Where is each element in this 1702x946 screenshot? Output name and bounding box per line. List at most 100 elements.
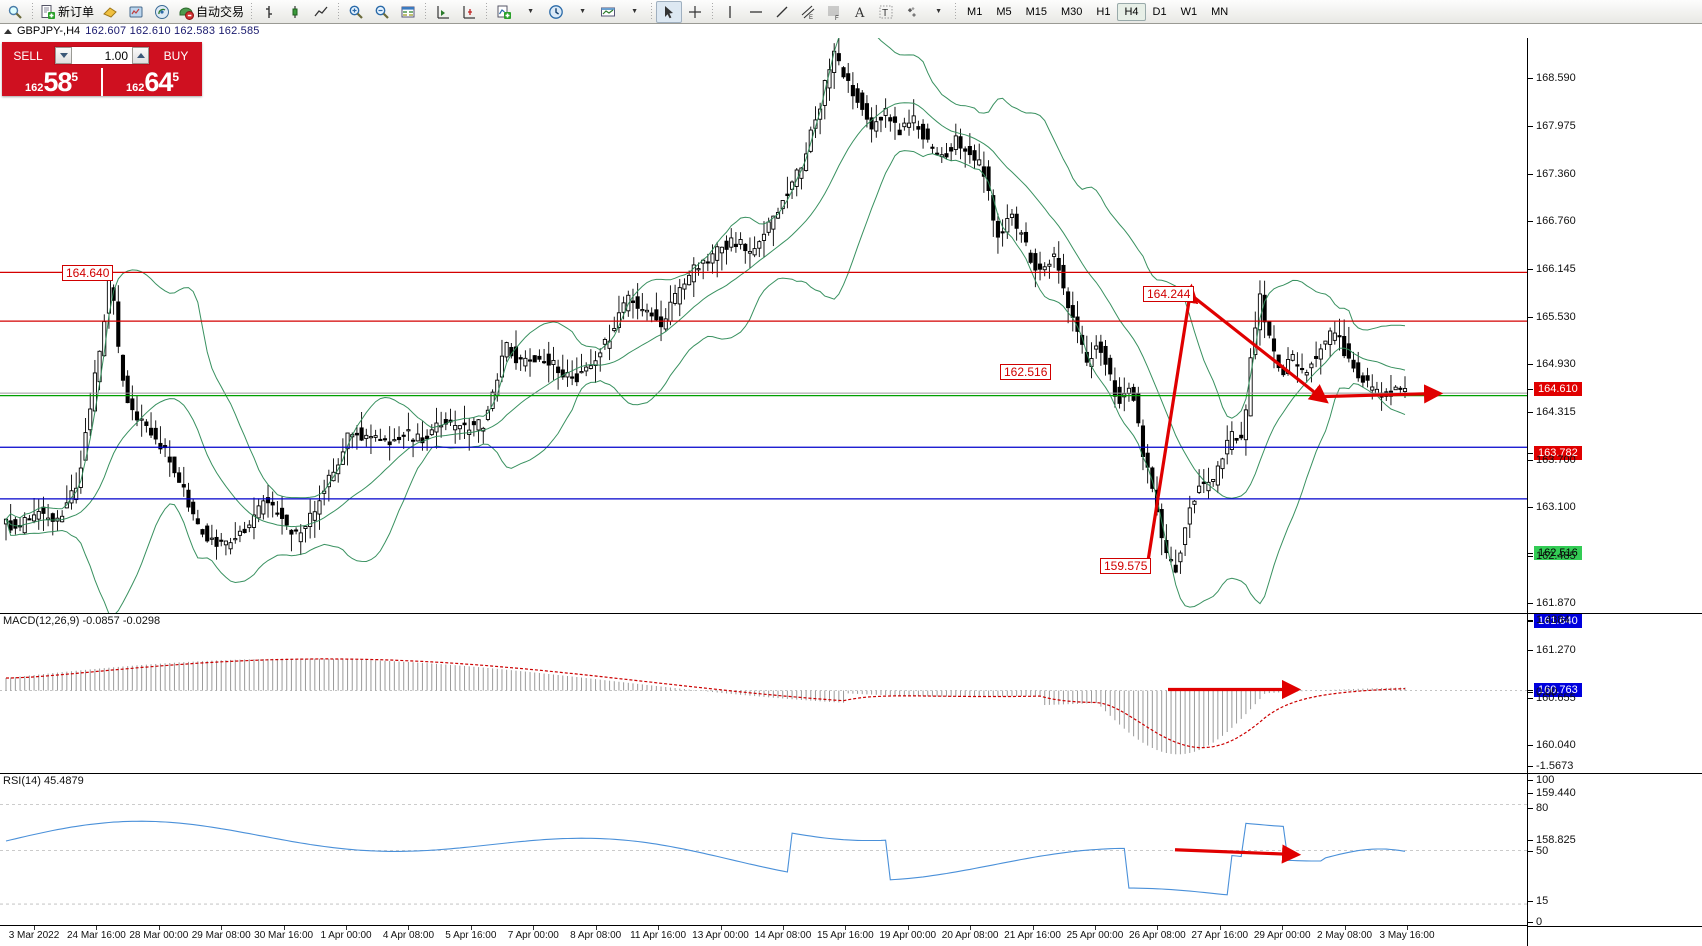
shapes-dropdown-icon[interactable]: ▼ [935,8,942,15]
time-axis-label: 27 Apr 16:00 [1191,930,1249,941]
crosshair-icon[interactable] [682,1,708,23]
price-annotation[interactable]: 159.575 [1100,558,1152,574]
timeframe-d1[interactable]: D1 [1152,5,1167,18]
axis-label: 162.485 [1536,550,1576,562]
line-chart-icon[interactable] [308,1,334,23]
axis-label: 160.655 [1536,692,1576,704]
text-label-icon[interactable]: T [873,1,899,23]
shapes-icon[interactable] [899,1,925,23]
svg-text:T: T [882,8,888,19]
axis-tick [1528,78,1533,79]
toolbar-separator [425,2,427,21]
symbol-name: GBPJPY-,H4 [17,25,81,37]
time-tick [658,926,660,930]
time-axis-label: 13 Apr 00:00 [692,930,749,941]
collapse-triangle-icon[interactable] [4,28,12,34]
timeframe-h4[interactable]: H4 [1117,2,1146,21]
volume-input[interactable]: 1.00 [104,48,128,63]
axis-tick [1528,650,1533,651]
symbol-info-bar: GBPJPY-,H4 162.607 162.610 162.583 162.5… [0,24,1702,38]
axis-label: 80 [1536,802,1549,814]
fibonacci-icon[interactable]: F [821,1,847,23]
timeframe-m5[interactable]: M5 [996,5,1012,18]
time-axis-label: 14 Apr 08:00 [754,930,812,941]
macd-chart-svg [0,658,1527,755]
price-badge: 161.640 [1534,614,1582,628]
timeframe-m30[interactable]: M30 [1061,5,1083,18]
price-chart-svg [0,38,1527,613]
axis-label: 165.530 [1536,311,1576,323]
auto-scroll-icon[interactable] [430,1,456,23]
price-axis[interactable]: 168.590 167.975 167.360 166.760 166.145 165.5… [1527,38,1702,846]
axis-label: 166.145 [1536,263,1576,275]
timeframe-m15[interactable]: M15 [1025,5,1047,18]
autotrading-icon[interactable]: 自动交易 [175,1,247,23]
axis-label: 50 [1536,845,1549,857]
toolbar-separator [32,2,33,21]
axis-tick [1528,553,1533,554]
signals-icon[interactable] [149,1,175,23]
zoom-in-icon[interactable] [343,1,369,23]
period-icon[interactable] [543,1,569,23]
autotrading-label: 自动交易 [196,5,245,19]
timeframe-mn[interactable]: MN [1211,5,1229,18]
chart-gold-icon[interactable] [97,1,123,23]
zoom-out-icon[interactable] [369,1,395,23]
period-dropdown-icon[interactable]: ▼ [579,8,586,15]
text-icon[interactable]: A [847,1,873,23]
macd-axis: 1.4384 0.00 -1.5673 [1527,614,1702,773]
buy-button[interactable]: BUY [163,48,189,63]
macd-plot[interactable] [0,614,1527,773]
time-tick [408,926,410,930]
volume-stepper[interactable]: 1.00 [54,46,150,65]
axis-label: 167.975 [1536,120,1576,132]
timeframe-m1[interactable]: M1 [967,5,983,18]
time-axis-label: 1 Apr 00:00 [320,930,372,941]
price-plot[interactable] [0,38,1527,613]
grid-icon[interactable] [395,1,421,23]
price-annotation[interactable]: 162.516 [1000,364,1052,380]
axis-label: 166.760 [1536,215,1576,227]
volume-increment-button[interactable] [132,47,149,64]
price-annotation[interactable]: 164.640 [62,265,114,281]
axis-label: 15 [1536,895,1549,907]
time-tick [533,926,535,930]
new-order-icon[interactable]: 新订单 [37,1,97,23]
price-pane: 168.590 167.975 167.360 166.760 166.145 165.5… [0,38,1702,846]
sell-button[interactable]: SELL [13,48,43,63]
svg-text:E: E [809,15,813,20]
candlestick-chart-icon[interactable] [282,1,308,23]
time-axis-label: 25 Apr 00:00 [1066,930,1124,941]
sell-price[interactable]: 162 58 5 [2,66,101,96]
buy-price[interactable]: 162 64 5 [103,66,202,96]
axis-tick [1528,221,1533,222]
terminal-icon[interactable] [123,1,149,23]
hline-icon[interactable] [743,1,769,23]
rsi-plot[interactable] [0,774,1527,926]
price-badge: 162.516 [1534,546,1582,560]
time-tick [1094,926,1096,930]
axis-label: 0 [1536,916,1543,928]
bar-chart-icon[interactable] [256,1,282,23]
trendline-icon[interactable] [769,1,795,23]
equidistant-icon[interactable]: E [795,1,821,23]
templates-dropdown-icon[interactable]: ▼ [631,8,638,15]
time-tick [283,926,285,930]
price-annotation[interactable]: 164.244 [1143,286,1195,302]
axis-label: 167.360 [1536,168,1576,180]
indicators-dropdown-icon[interactable]: ▼ [527,8,534,15]
time-tick [346,926,348,930]
chart-shift-icon[interactable] [456,1,482,23]
vline-icon[interactable] [717,1,743,23]
main-toolbar: 新订单 自动交易 ▼ ▼ [0,0,1702,24]
volume-decrement-button[interactable] [55,47,72,64]
cursor-icon[interactable] [656,0,683,23]
indicators-icon[interactable] [491,1,517,23]
timeframe-h1[interactable]: H1 [1096,5,1111,18]
magnifier-icon[interactable] [2,1,28,23]
axis-tick [1528,389,1533,390]
timeframe-w1[interactable]: W1 [1180,5,1198,18]
templates-icon[interactable] [595,1,621,23]
axis-label: 163.700 [1536,454,1576,466]
rsi-pane: RSI(14) 45.4879 100 80 50 15 0 [0,773,1702,928]
